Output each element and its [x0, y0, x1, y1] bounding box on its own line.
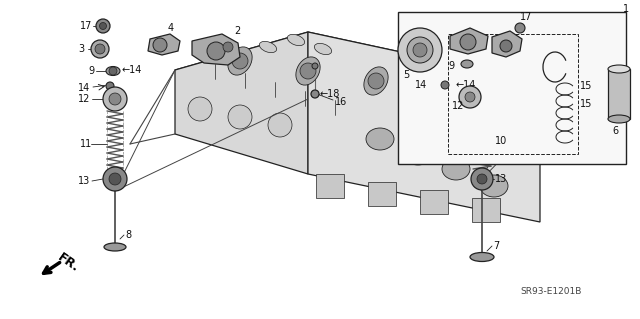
- Circle shape: [188, 97, 212, 121]
- Ellipse shape: [364, 67, 388, 95]
- Circle shape: [106, 82, 114, 90]
- Circle shape: [460, 34, 476, 50]
- Bar: [398, 12, 626, 164]
- Polygon shape: [450, 28, 488, 54]
- Ellipse shape: [287, 34, 305, 46]
- Ellipse shape: [442, 158, 470, 180]
- Text: 7: 7: [493, 241, 499, 251]
- Circle shape: [471, 168, 493, 190]
- Ellipse shape: [480, 175, 508, 197]
- Text: 3: 3: [78, 44, 84, 54]
- Ellipse shape: [228, 47, 252, 75]
- Ellipse shape: [314, 43, 332, 55]
- Text: ←18: ←18: [320, 89, 340, 99]
- Circle shape: [109, 67, 117, 75]
- Bar: [608, 69, 630, 119]
- Text: 9: 9: [448, 61, 454, 71]
- Text: 14: 14: [78, 83, 90, 93]
- Text: 17: 17: [80, 21, 92, 31]
- Ellipse shape: [470, 253, 494, 262]
- Circle shape: [413, 43, 427, 57]
- Text: 10: 10: [495, 136, 508, 146]
- Text: 12: 12: [452, 101, 465, 111]
- Ellipse shape: [366, 128, 394, 150]
- Circle shape: [109, 173, 121, 185]
- Bar: [368, 182, 396, 206]
- Text: ←14: ←14: [456, 80, 476, 90]
- Bar: [448, 34, 578, 154]
- Circle shape: [96, 19, 110, 33]
- Polygon shape: [148, 34, 180, 55]
- Circle shape: [99, 23, 106, 29]
- Text: 2: 2: [234, 26, 240, 36]
- Polygon shape: [192, 34, 240, 65]
- Text: SR93-E1201B: SR93-E1201B: [520, 286, 581, 295]
- Circle shape: [228, 105, 252, 129]
- Circle shape: [515, 23, 525, 33]
- Text: 13: 13: [78, 176, 90, 186]
- Ellipse shape: [259, 41, 276, 53]
- Text: 12: 12: [78, 94, 90, 104]
- Text: 5: 5: [403, 70, 409, 80]
- Polygon shape: [308, 32, 540, 222]
- Ellipse shape: [296, 57, 320, 85]
- Bar: [472, 198, 500, 222]
- Circle shape: [459, 86, 481, 108]
- Ellipse shape: [404, 143, 432, 165]
- Text: 9: 9: [88, 66, 94, 76]
- Circle shape: [103, 87, 127, 111]
- Text: 17: 17: [520, 12, 532, 22]
- Ellipse shape: [461, 60, 473, 68]
- Ellipse shape: [608, 115, 630, 123]
- Polygon shape: [492, 31, 522, 57]
- Bar: [420, 190, 448, 214]
- Text: 14: 14: [415, 80, 428, 90]
- Circle shape: [407, 37, 433, 63]
- Ellipse shape: [104, 243, 126, 251]
- Circle shape: [109, 93, 121, 105]
- Text: 15: 15: [580, 81, 593, 91]
- Circle shape: [232, 53, 248, 69]
- Circle shape: [368, 73, 384, 89]
- Circle shape: [223, 42, 233, 52]
- Ellipse shape: [232, 48, 248, 60]
- Circle shape: [153, 38, 167, 52]
- Circle shape: [95, 44, 105, 54]
- Circle shape: [207, 42, 225, 60]
- Circle shape: [500, 40, 512, 52]
- Circle shape: [441, 81, 449, 89]
- Text: 8: 8: [125, 230, 131, 240]
- Text: 16: 16: [335, 97, 348, 107]
- Circle shape: [300, 63, 316, 79]
- Circle shape: [465, 92, 475, 102]
- Ellipse shape: [106, 66, 120, 76]
- Text: 1: 1: [623, 4, 629, 14]
- Circle shape: [268, 113, 292, 137]
- Text: 13: 13: [495, 174, 508, 184]
- Circle shape: [477, 174, 487, 184]
- Text: 11: 11: [80, 139, 92, 149]
- Text: 15: 15: [580, 99, 593, 109]
- Circle shape: [311, 90, 319, 98]
- Text: ←14: ←14: [122, 65, 142, 75]
- Ellipse shape: [432, 77, 456, 105]
- Polygon shape: [175, 32, 540, 119]
- Circle shape: [103, 167, 127, 191]
- Text: FR.: FR.: [55, 251, 81, 275]
- Ellipse shape: [608, 65, 630, 73]
- Bar: [316, 174, 344, 198]
- Circle shape: [436, 83, 452, 99]
- Text: 4: 4: [168, 23, 174, 33]
- Text: 6: 6: [612, 126, 618, 136]
- Circle shape: [312, 63, 318, 69]
- Circle shape: [398, 28, 442, 72]
- Polygon shape: [175, 32, 308, 174]
- Circle shape: [91, 40, 109, 58]
